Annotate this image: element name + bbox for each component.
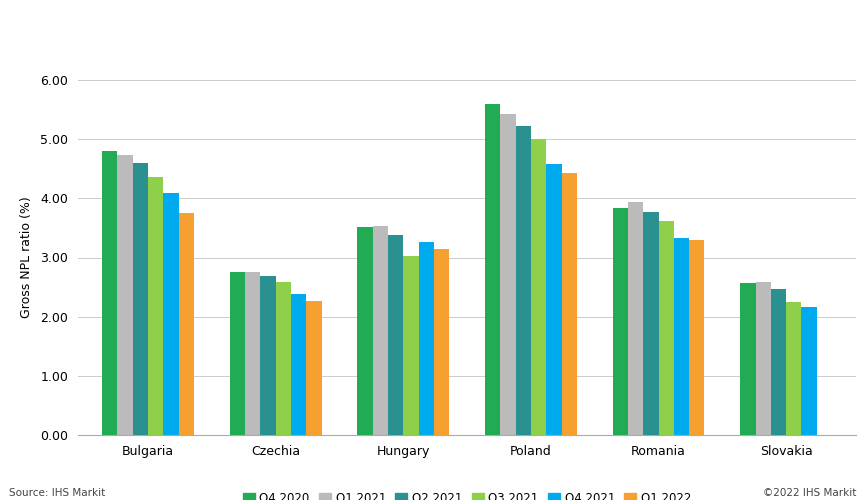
Bar: [786, 302, 802, 435]
Bar: [516, 126, 531, 435]
Bar: [179, 212, 194, 435]
Bar: [132, 163, 148, 435]
Bar: [658, 221, 674, 435]
Bar: [612, 208, 628, 435]
Bar: [306, 302, 322, 435]
Bar: [388, 235, 403, 435]
Bar: [561, 173, 577, 435]
Bar: [260, 276, 276, 435]
Bar: [118, 154, 132, 435]
Bar: [163, 193, 179, 435]
Bar: [434, 249, 449, 435]
Bar: [740, 283, 755, 435]
Bar: [531, 138, 546, 435]
Bar: [500, 114, 516, 435]
Bar: [485, 104, 500, 435]
Bar: [245, 272, 260, 435]
Bar: [755, 282, 771, 435]
Text: ©2022 IHS Markit: ©2022 IHS Markit: [763, 488, 856, 498]
Bar: [628, 202, 644, 435]
Text: Source: IHS Markit: Source: IHS Markit: [9, 488, 105, 498]
Y-axis label: Gross NPL ratio (%): Gross NPL ratio (%): [20, 196, 33, 318]
Bar: [230, 272, 245, 435]
Text: Asset quality across CEB countries: Asset quality across CEB countries: [11, 17, 308, 32]
Bar: [102, 151, 118, 435]
Bar: [403, 256, 419, 435]
Bar: [689, 240, 704, 435]
Bar: [771, 290, 786, 435]
Bar: [802, 306, 817, 435]
Bar: [276, 282, 291, 435]
Bar: [644, 212, 658, 435]
Bar: [674, 238, 689, 435]
Bar: [373, 226, 388, 435]
Legend: Q4 2020, Q1 2021, Q2 2021, Q3 2021, Q4 2021, Q1 2022: Q4 2020, Q1 2021, Q2 2021, Q3 2021, Q4 2…: [238, 487, 696, 500]
Bar: [357, 226, 373, 435]
Bar: [419, 242, 434, 435]
Bar: [148, 177, 163, 435]
Bar: [546, 164, 561, 435]
Bar: [291, 294, 306, 435]
